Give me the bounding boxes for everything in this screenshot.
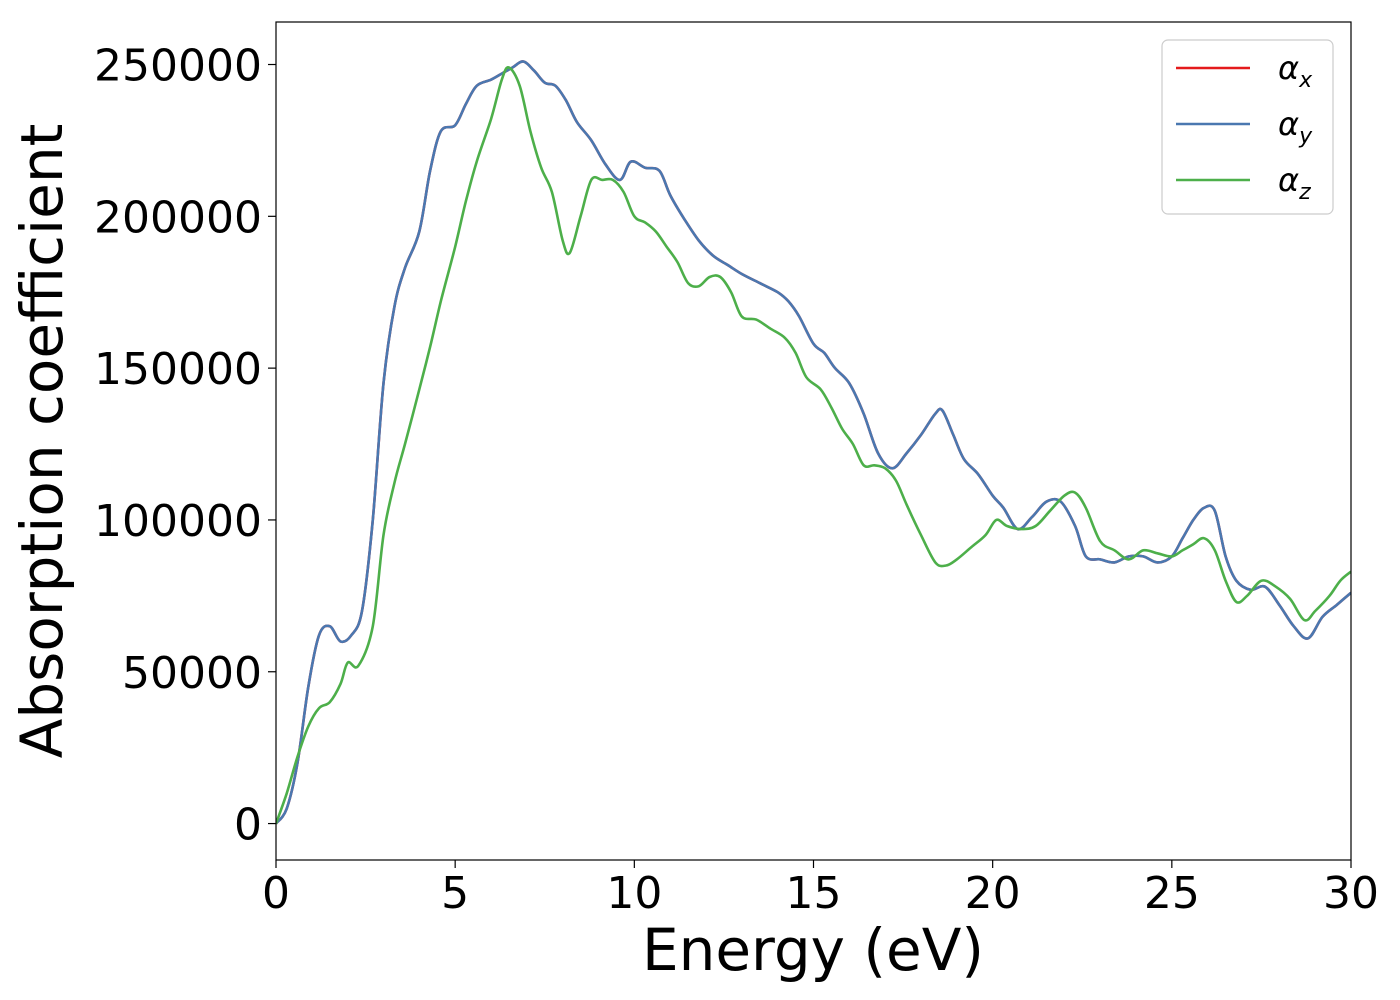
x-tick-label: 25 — [1144, 868, 1200, 919]
y-axis-title: Absorption coefficient — [8, 124, 76, 759]
y-tick-label: 200000 — [94, 192, 262, 243]
y-tick-label: 50000 — [122, 648, 262, 699]
x-tick-label: 20 — [965, 868, 1021, 919]
series-line-alpha_z — [276, 66, 1351, 825]
series-line-alpha_y — [276, 60, 1351, 825]
x-axis: 0 5 10 15 20 25 30 — [262, 860, 1379, 919]
x-tick-label: 30 — [1323, 868, 1379, 919]
x-tick-label: 15 — [786, 868, 842, 919]
x-tick-label: 0 — [262, 868, 290, 919]
legend-box — [1161, 39, 1334, 215]
x-tick-label: 10 — [606, 868, 662, 919]
y-tick-label: 150000 — [94, 344, 262, 395]
y-axis: 0 50000 100000 150000 200000 250000 — [94, 41, 276, 851]
y-tick-label: 0 — [234, 800, 262, 851]
y-tick-label: 100000 — [94, 496, 262, 547]
x-tick-label: 5 — [441, 868, 469, 919]
series-layer — [276, 60, 1351, 825]
y-tick-label: 250000 — [94, 41, 262, 92]
x-axis-title: Energy (eV) — [642, 916, 984, 984]
